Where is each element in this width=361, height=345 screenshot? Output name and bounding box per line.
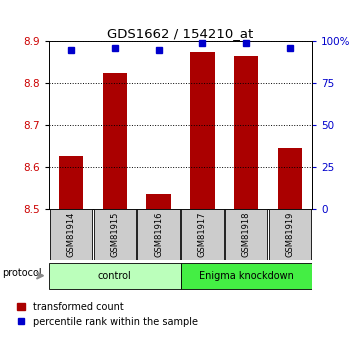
Bar — [180, 263, 312, 289]
Text: GSM81915: GSM81915 — [110, 212, 119, 257]
Bar — [190, 52, 214, 209]
Title: GDS1662 / 154210_at: GDS1662 / 154210_at — [107, 27, 254, 40]
Text: GSM81916: GSM81916 — [154, 212, 163, 257]
Bar — [225, 209, 268, 260]
Bar — [49, 263, 180, 289]
Bar — [147, 194, 171, 209]
Legend: transformed count, percentile rank within the sample: transformed count, percentile rank withi… — [16, 300, 200, 328]
Bar — [49, 209, 92, 260]
Text: Enigma knockdown: Enigma knockdown — [199, 271, 294, 280]
Bar — [234, 56, 258, 209]
Bar — [278, 148, 303, 209]
Text: control: control — [98, 271, 131, 280]
Bar — [93, 209, 136, 260]
Bar — [269, 209, 312, 260]
Text: GSM81919: GSM81919 — [286, 212, 295, 257]
Text: GSM81918: GSM81918 — [242, 212, 251, 257]
Bar — [103, 73, 127, 209]
Bar — [138, 209, 180, 260]
Bar — [181, 209, 223, 260]
Text: GSM81914: GSM81914 — [66, 212, 75, 257]
Text: GSM81917: GSM81917 — [198, 212, 207, 257]
Text: protocol: protocol — [3, 268, 42, 278]
Bar — [58, 156, 83, 209]
